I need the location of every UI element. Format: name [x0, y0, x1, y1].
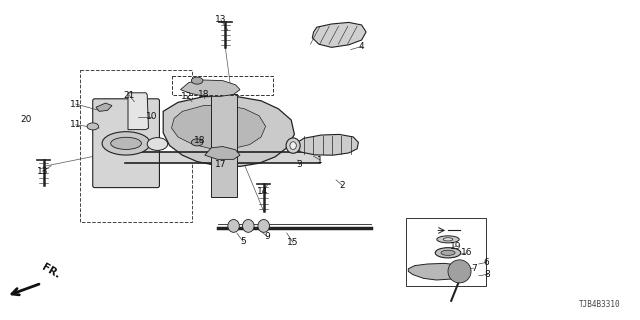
Text: 4: 4	[359, 42, 364, 51]
Ellipse shape	[191, 139, 203, 146]
Text: 13: 13	[215, 15, 227, 24]
Polygon shape	[205, 147, 240, 159]
Bar	[172, 76, 273, 95]
Text: 19: 19	[450, 242, 461, 251]
Text: 11: 11	[70, 120, 81, 129]
Text: 5: 5	[241, 237, 246, 246]
Text: 6: 6	[484, 258, 489, 267]
Ellipse shape	[290, 142, 296, 149]
Text: 12: 12	[181, 92, 193, 100]
Text: 8: 8	[485, 270, 490, 279]
Ellipse shape	[435, 248, 461, 258]
Circle shape	[448, 260, 471, 283]
Ellipse shape	[437, 236, 460, 243]
Text: 14: 14	[257, 187, 268, 196]
Text: TJB4B3310: TJB4B3310	[579, 300, 621, 309]
Bar	[80, 70, 192, 222]
Polygon shape	[408, 263, 467, 280]
FancyBboxPatch shape	[93, 99, 159, 188]
Ellipse shape	[444, 238, 453, 241]
Text: 15: 15	[287, 238, 299, 247]
Text: 13: 13	[36, 167, 48, 176]
Bar	[406, 218, 486, 286]
Text: 9: 9	[265, 232, 270, 241]
Text: 16: 16	[461, 248, 473, 257]
Text: 18: 18	[194, 136, 205, 145]
Text: 18: 18	[198, 90, 209, 99]
Polygon shape	[128, 93, 148, 130]
Text: FR.: FR.	[40, 262, 61, 280]
Ellipse shape	[258, 220, 269, 232]
Polygon shape	[96, 103, 112, 111]
Polygon shape	[172, 105, 266, 149]
Ellipse shape	[286, 138, 300, 153]
Ellipse shape	[111, 137, 141, 149]
Text: 2: 2	[340, 181, 345, 190]
Polygon shape	[163, 96, 294, 166]
Text: 3: 3	[297, 160, 302, 169]
Polygon shape	[180, 80, 240, 97]
Ellipse shape	[441, 250, 455, 255]
Text: 10: 10	[146, 112, 157, 121]
Ellipse shape	[87, 123, 99, 130]
Text: 20: 20	[20, 115, 31, 124]
Ellipse shape	[191, 77, 203, 84]
Bar	[211, 94, 237, 197]
Text: 7: 7	[471, 264, 476, 273]
Polygon shape	[312, 22, 366, 47]
Text: 21: 21	[124, 91, 135, 100]
Polygon shape	[296, 134, 358, 155]
Ellipse shape	[243, 220, 254, 232]
Text: 1: 1	[317, 156, 323, 164]
Ellipse shape	[228, 220, 239, 232]
Ellipse shape	[102, 132, 150, 155]
Bar	[125, 152, 320, 163]
Text: 17: 17	[215, 160, 227, 169]
Text: 11: 11	[70, 100, 81, 108]
Ellipse shape	[147, 138, 168, 150]
